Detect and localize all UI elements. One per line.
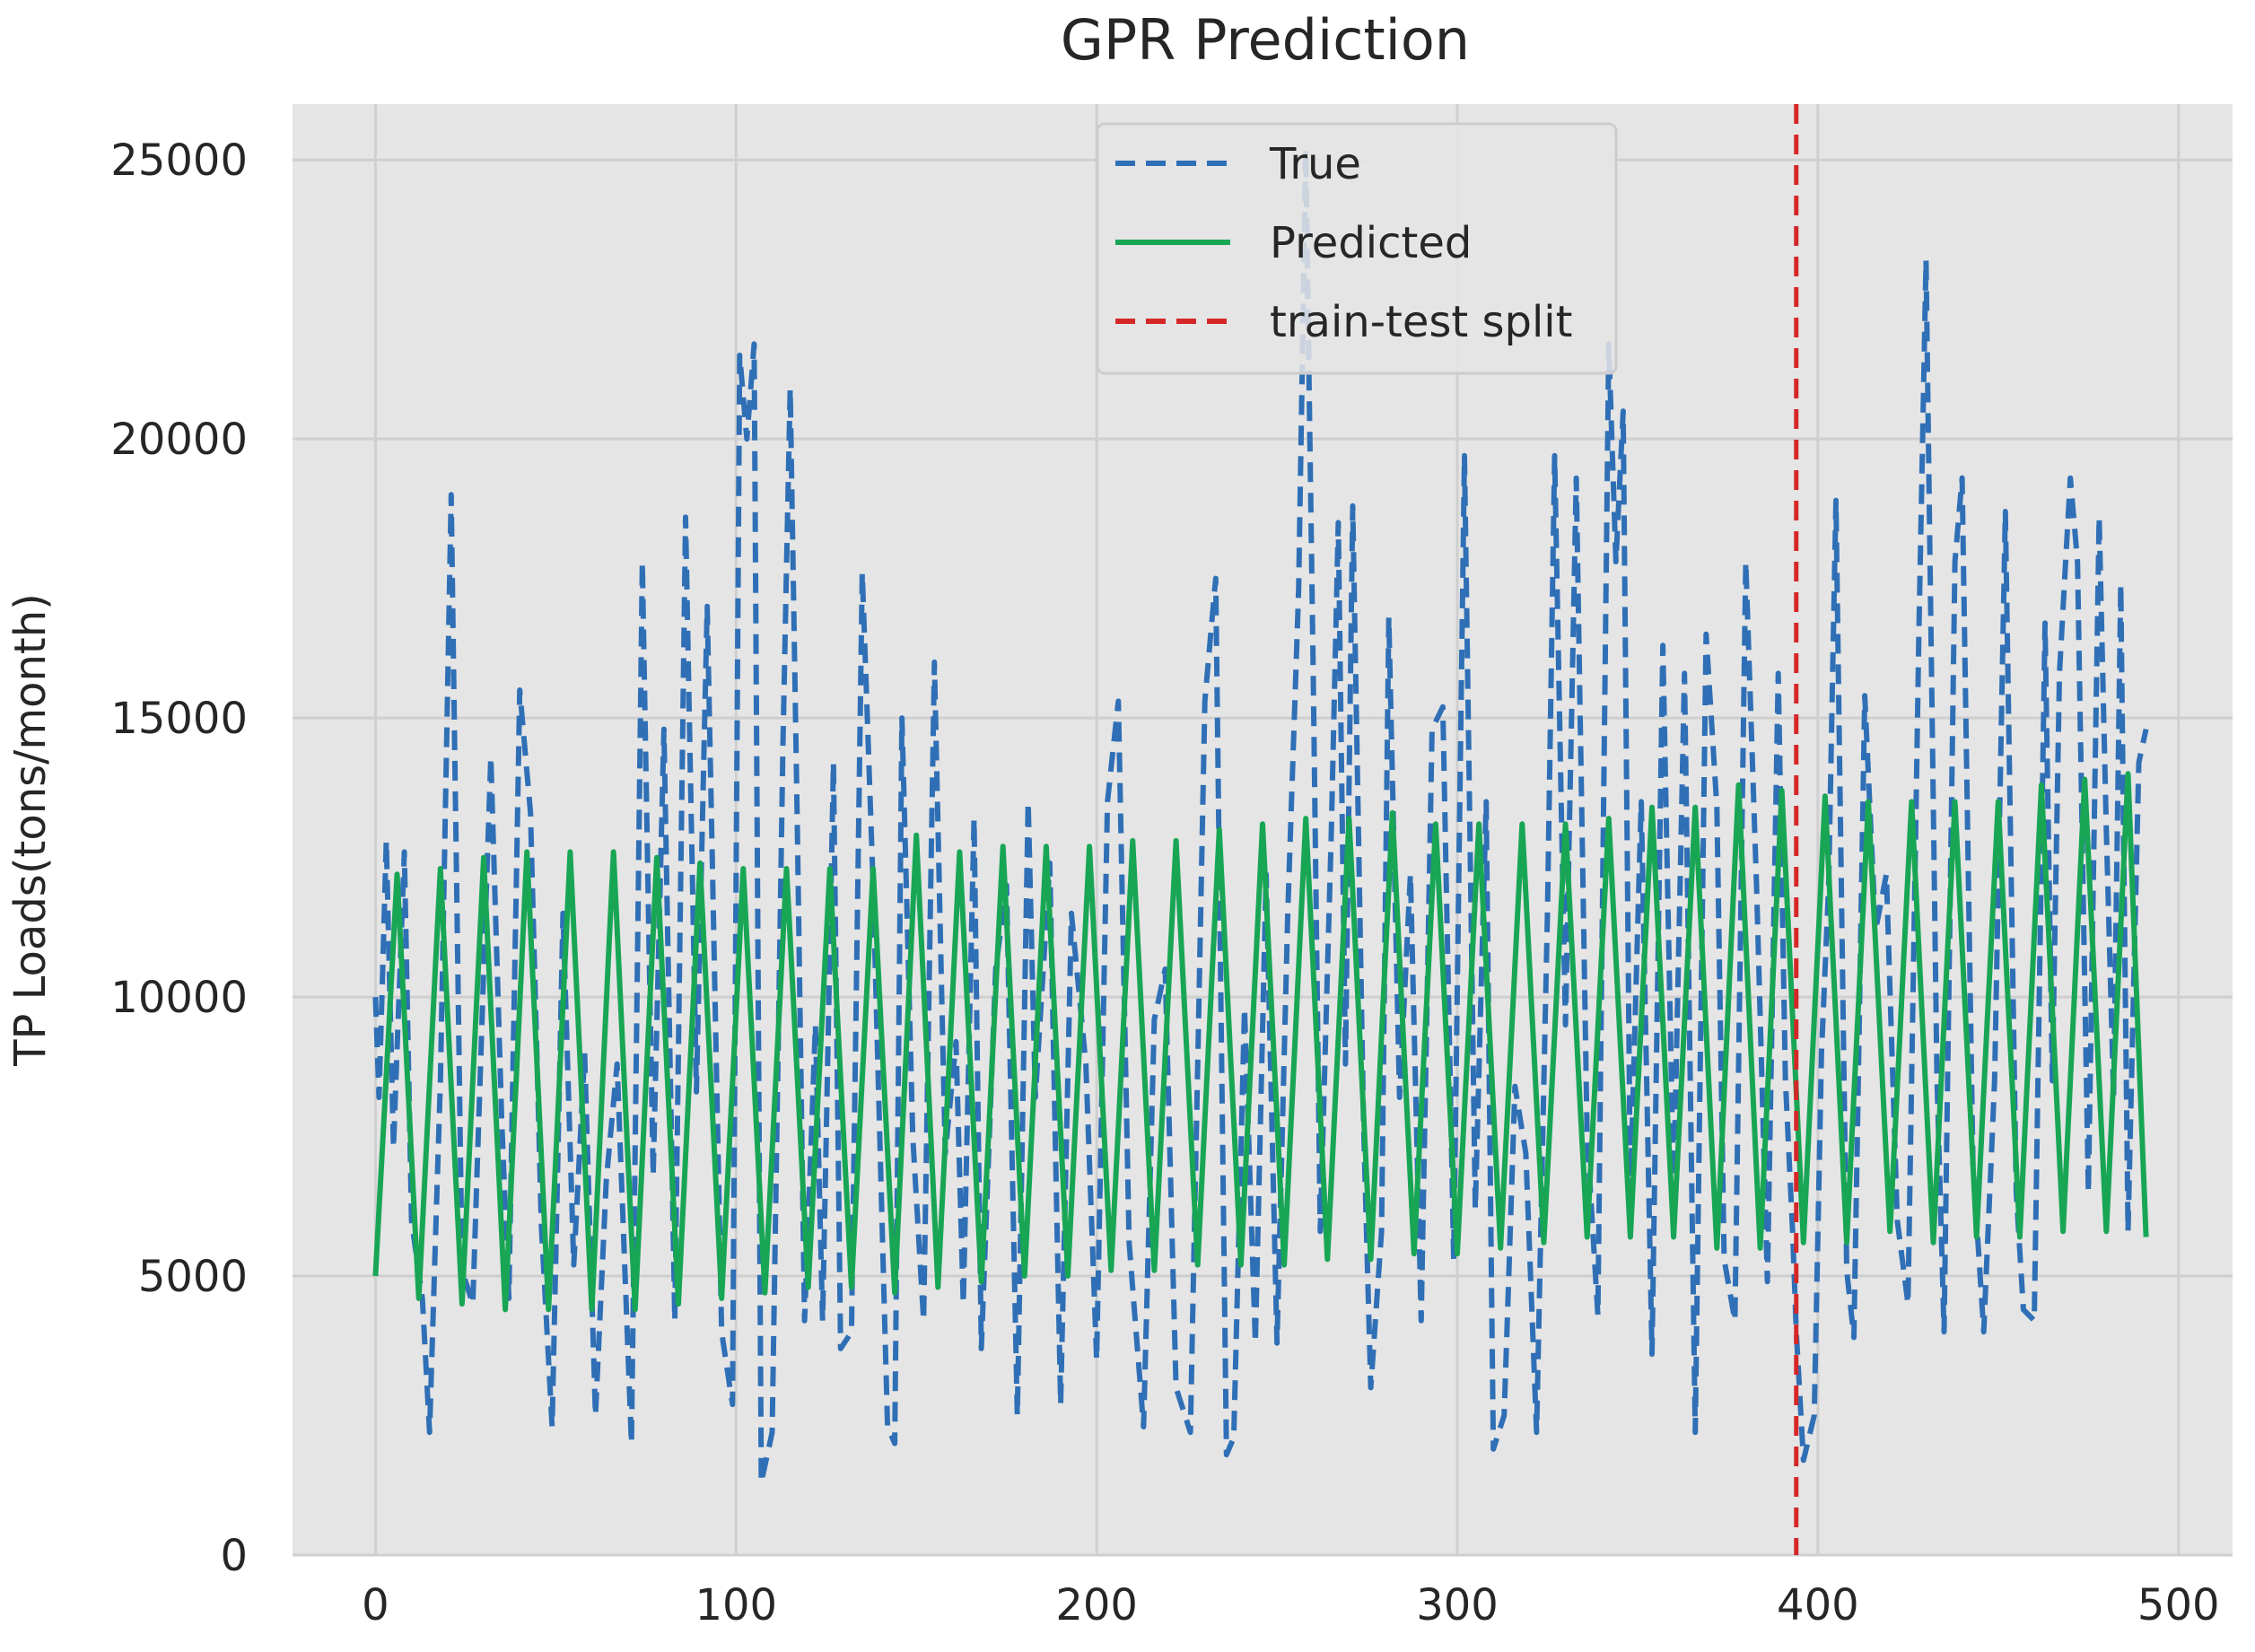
legend-label: Predicted [1270, 218, 1472, 268]
x-tick-label: 400 [1777, 1580, 1859, 1630]
y-tick-label: 10000 [110, 973, 248, 1023]
y-tick-label: 5000 [138, 1252, 248, 1302]
x-tick-label: 300 [1416, 1580, 1499, 1630]
y-axis-label: TP Loads(tons/month) [5, 593, 56, 1067]
chart-title: GPR Prediction [1061, 7, 1470, 73]
legend-label: train-test split [1270, 297, 1572, 347]
tick-labels: 0 100 200 300 400 500050001000015000200002500… [110, 135, 2219, 1630]
series-layer [372, 104, 2149, 1555]
legend: True Predicted train-test split [1096, 122, 1618, 375]
x-tick-label: 500 [2137, 1580, 2220, 1630]
series-line-predicted [372, 771, 2149, 1313]
y-tick-label: 25000 [110, 135, 248, 186]
y-tick-label: 15000 [110, 694, 248, 744]
x-tick-label: 0 [362, 1580, 389, 1630]
y-tick-label: 0 [220, 1531, 248, 1581]
x-tick-label: 200 [1055, 1580, 1138, 1630]
x-tick-label: 100 [695, 1580, 777, 1630]
y-tick-label: 20000 [110, 415, 248, 465]
legend-label: True [1269, 139, 1361, 189]
legend-box [1096, 122, 1618, 375]
